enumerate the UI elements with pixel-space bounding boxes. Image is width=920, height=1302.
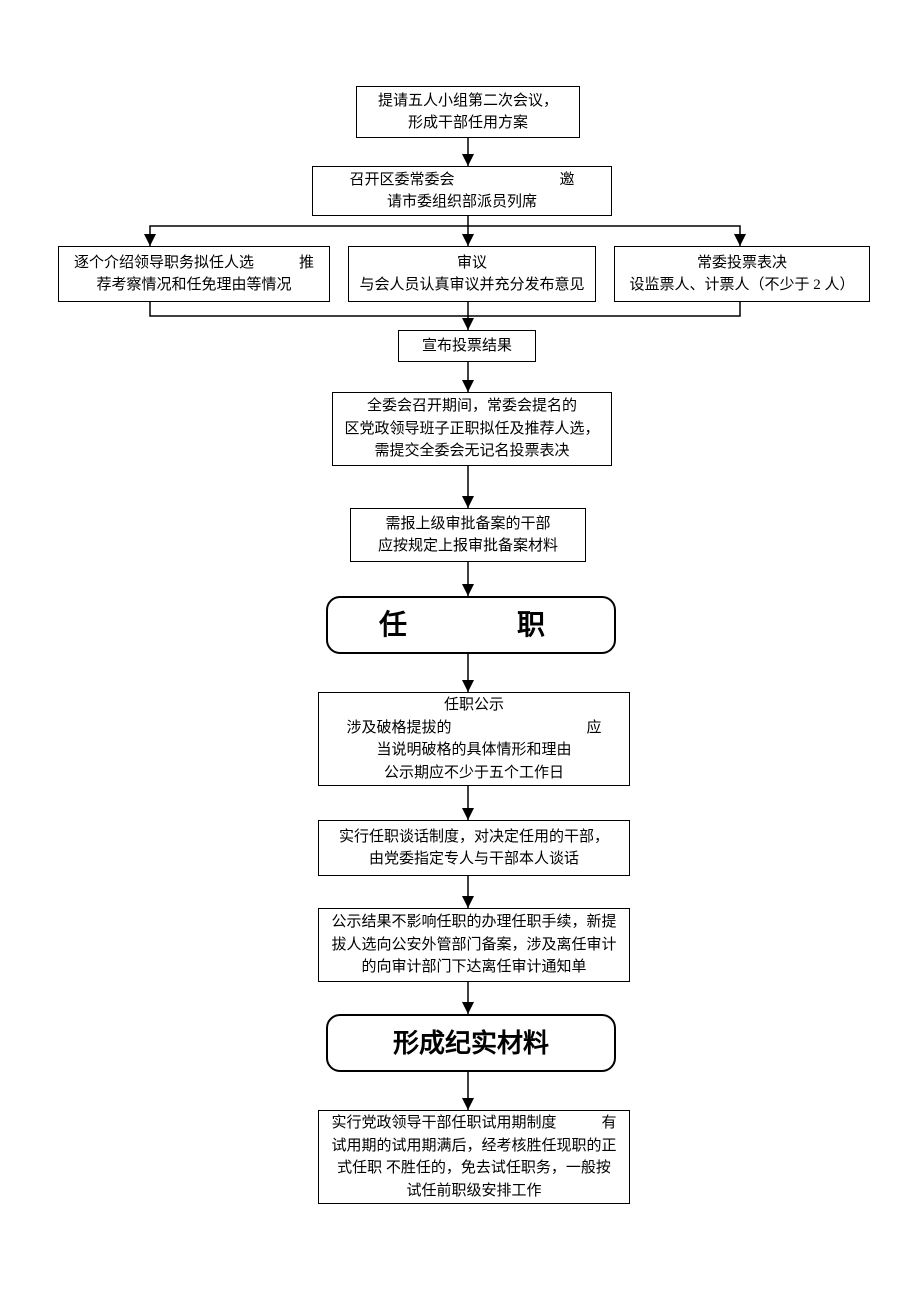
node-text: 需报上级审批备案的干部 应按规定上报审批备案材料 bbox=[378, 513, 558, 558]
flowchart-node-n6: 需报上级审批备案的干部 应按规定上报审批备案材料 bbox=[350, 508, 586, 562]
flowchart-node-n11: 形成纪实材料 bbox=[326, 1014, 616, 1072]
node-text: 实行党政领导干部任职试用期制度 有 试用期的试用期满后，经考核胜任现职的正 式任… bbox=[331, 1112, 616, 1202]
node-text: 召开区委常委会 邀 请市委组织部派员列席 bbox=[349, 169, 574, 214]
node-text: 全委会召开期间，常委会提名的 区党政领导班子正职拟任及推荐人选， 需提交全委会无… bbox=[344, 395, 599, 463]
flowchart-node-n8: 任职公示 涉及破格提拔的 应 当说明破格的具体情形和理由 公示期应不少于五个工作… bbox=[318, 692, 630, 786]
flowchart-node-n10: 公示结果不影响任职的办理任职手续，新提 拔人选向公安外管部门备案，涉及离任审计 … bbox=[318, 908, 630, 982]
flowchart-node-n3a: 逐个介绍领导职务拟任人选 推 荐考察情况和任免理由等情况 bbox=[58, 246, 330, 302]
node-text: 公示结果不影响任职的办理任职手续，新提 拔人选向公安外管部门备案，涉及离任审计 … bbox=[331, 911, 616, 979]
flowchart-node-n1: 提请五人小组第二次会议， 形成干部任用方案 bbox=[356, 86, 580, 138]
node-text: 宣布投票结果 bbox=[422, 335, 512, 358]
flowchart-node-n7: 任 职 bbox=[326, 596, 616, 654]
flowchart-node-n2: 召开区委常委会 邀 请市委组织部派员列席 bbox=[312, 166, 612, 216]
node-text: 审议 与会人员认真审议并充分发布意见 bbox=[359, 252, 584, 297]
node-text: 任职公示 涉及破格提拔的 应 当说明破格的具体情形和理由 公示期应不少于五个工作… bbox=[346, 694, 601, 784]
flowchart-node-n3c: 常委投票表决 设监票人、计票人（不少于 2 人） bbox=[614, 246, 870, 302]
flowchart-node-n3b: 审议 与会人员认真审议并充分发布意见 bbox=[348, 246, 596, 302]
node-text: 提请五人小组第二次会议， 形成干部任用方案 bbox=[378, 90, 558, 135]
node-text: 任 职 bbox=[379, 604, 563, 646]
node-text: 实行任职谈话制度，对决定任用的干部， 由党委指定专人与干部本人谈话 bbox=[339, 826, 609, 871]
node-text: 形成纪实材料 bbox=[393, 1024, 549, 1063]
node-text: 常委投票表决 设监票人、计票人（不少于 2 人） bbox=[629, 252, 854, 297]
flowchart-node-n4: 宣布投票结果 bbox=[398, 330, 536, 362]
flowchart-node-n9: 实行任职谈话制度，对决定任用的干部， 由党委指定专人与干部本人谈话 bbox=[318, 820, 630, 876]
node-text: 逐个介绍领导职务拟任人选 推 荐考察情况和任免理由等情况 bbox=[74, 252, 314, 297]
flowchart-node-n12: 实行党政领导干部任职试用期制度 有 试用期的试用期满后，经考核胜任现职的正 式任… bbox=[318, 1110, 630, 1204]
flowchart-node-n5: 全委会召开期间，常委会提名的 区党政领导班子正职拟任及推荐人选， 需提交全委会无… bbox=[332, 392, 612, 466]
